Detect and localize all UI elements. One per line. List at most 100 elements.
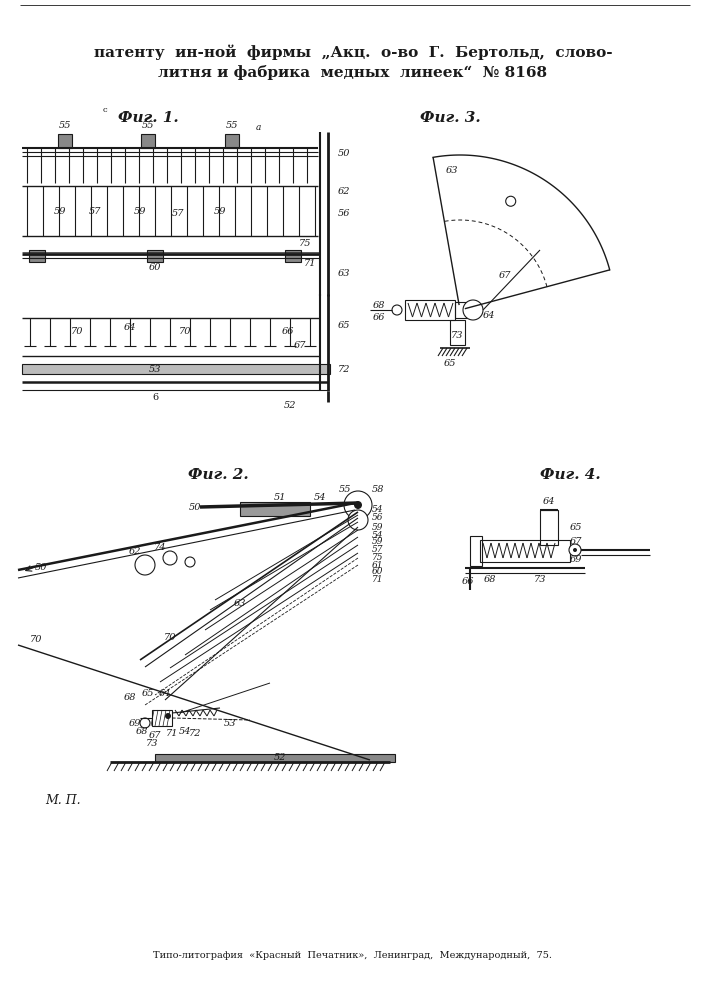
Text: 57: 57 (172, 210, 185, 219)
Text: Фиг. 4.: Фиг. 4. (539, 468, 600, 482)
Bar (152, 710, 172, 726)
Text: 75: 75 (299, 239, 311, 248)
Bar (405, 300, 455, 320)
Text: 62: 62 (129, 548, 141, 556)
Bar (141, 134, 155, 148)
Text: 72: 72 (189, 730, 201, 738)
Text: 71: 71 (165, 730, 178, 738)
Circle shape (344, 491, 372, 519)
Text: 63: 63 (234, 598, 246, 607)
Text: 72: 72 (338, 364, 351, 373)
Circle shape (573, 548, 577, 552)
Text: 50: 50 (189, 504, 201, 512)
Text: 66: 66 (282, 328, 294, 336)
Circle shape (506, 196, 515, 206)
Bar (470, 536, 482, 566)
Text: 73: 73 (534, 576, 547, 584)
Text: 63: 63 (446, 166, 459, 175)
Text: 54: 54 (314, 492, 326, 502)
Text: 64: 64 (159, 688, 171, 698)
Text: 69: 69 (129, 718, 141, 728)
Text: 74: 74 (153, 544, 166, 552)
Text: 59: 59 (134, 207, 146, 216)
Text: 68: 68 (136, 728, 148, 736)
Text: 66: 66 (462, 578, 474, 586)
Text: 75: 75 (372, 554, 383, 562)
Text: 55: 55 (141, 121, 154, 130)
Text: 71: 71 (304, 259, 316, 268)
Text: 73: 73 (146, 738, 158, 748)
Text: 55: 55 (59, 121, 71, 130)
Bar (540, 510, 558, 545)
Text: 68: 68 (373, 300, 385, 310)
Bar (285, 250, 301, 262)
Bar (22, 364, 330, 374)
Text: литня и фабрика  медных  линеек“  № 8168: литня и фабрика медных линеек“ № 8168 (158, 64, 547, 80)
Text: 68: 68 (484, 576, 496, 584)
Text: 70: 70 (164, 634, 176, 643)
Text: 50: 50 (35, 564, 47, 572)
Text: 67: 67 (498, 270, 511, 279)
Bar (155, 754, 395, 762)
Text: 64: 64 (543, 497, 555, 506)
Text: 64: 64 (483, 310, 496, 320)
Text: 68: 68 (124, 694, 136, 702)
Text: Фиг. 2.: Фиг. 2. (187, 468, 248, 482)
Text: патенту  ин-ной  фирмы  „Акц.  о-во  Г.  Бертольд,  слово-: патенту ин-ной фирмы „Акц. о-во Г. Берто… (94, 44, 612, 60)
Circle shape (348, 510, 368, 530)
Text: 59: 59 (372, 522, 383, 532)
Text: 54: 54 (179, 728, 192, 736)
Text: 67: 67 (570, 538, 583, 546)
Text: 65: 65 (338, 322, 351, 330)
Text: М. П.: М. П. (45, 794, 81, 806)
Bar (240, 502, 310, 516)
Circle shape (463, 300, 483, 320)
Text: 55: 55 (226, 121, 238, 130)
Bar (455, 302, 467, 318)
Text: 56: 56 (338, 210, 351, 219)
Circle shape (185, 557, 195, 567)
Text: 57: 57 (372, 546, 383, 554)
Circle shape (165, 713, 171, 719)
Bar (29, 250, 45, 262)
Circle shape (569, 544, 581, 556)
Text: 56: 56 (372, 514, 383, 522)
Circle shape (163, 551, 177, 565)
Text: 65: 65 (570, 524, 583, 532)
Text: 64: 64 (124, 324, 136, 332)
Text: 71: 71 (372, 574, 383, 584)
Bar (225, 134, 239, 148)
Text: 54: 54 (372, 530, 383, 540)
Text: 59: 59 (214, 207, 226, 216)
Text: 66: 66 (373, 314, 385, 322)
Text: 54: 54 (372, 506, 383, 514)
Text: 60: 60 (148, 263, 161, 272)
Text: 65: 65 (444, 359, 456, 367)
Text: 70: 70 (71, 328, 83, 336)
Bar (450, 320, 465, 345)
Text: 63: 63 (338, 269, 351, 278)
Text: 61: 61 (372, 560, 383, 570)
Text: 53: 53 (148, 364, 161, 373)
Text: 70: 70 (179, 328, 192, 336)
Circle shape (354, 501, 362, 509)
Text: 65: 65 (141, 688, 154, 698)
Text: Типо-литография  «Красный  Печатник»,  Ленинград,  Международный,  75.: Типо-литография «Красный Печатник», Лени… (153, 950, 552, 960)
Text: 53: 53 (223, 718, 236, 728)
Text: 59: 59 (54, 207, 66, 216)
Text: 58: 58 (372, 486, 385, 494)
Circle shape (135, 555, 155, 575)
Text: 62: 62 (338, 186, 351, 196)
Text: 6: 6 (152, 393, 158, 402)
Circle shape (140, 718, 150, 728)
Text: 55: 55 (339, 486, 351, 494)
Text: Фиг. 1.: Фиг. 1. (117, 111, 178, 125)
Text: 52: 52 (284, 401, 296, 410)
Text: 67: 67 (148, 732, 161, 740)
Text: 67: 67 (293, 342, 306, 351)
Circle shape (392, 305, 402, 315)
Bar (480, 540, 570, 562)
Text: c: c (103, 106, 107, 114)
Text: 60: 60 (372, 568, 383, 576)
Text: 57: 57 (89, 207, 101, 216)
